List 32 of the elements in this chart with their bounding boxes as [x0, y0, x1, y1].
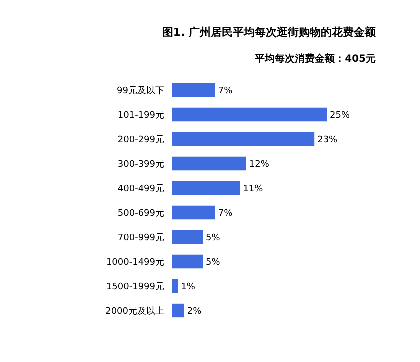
bar: [172, 181, 240, 196]
y-tick-label: 400-499元: [118, 183, 164, 194]
data-label: 7%: [218, 86, 234, 96]
data-label: 5%: [206, 233, 221, 244]
data-label: 11%: [243, 184, 264, 194]
y-tick-label: 99元及以下: [117, 85, 164, 96]
y-tick-label: 1500-1999元: [106, 281, 164, 292]
chart-title: 图1. 广州居民平均每次逛街购物的花费金额: [162, 26, 377, 39]
bar: [172, 108, 327, 122]
bar: [172, 156, 246, 171]
chart-subtitle: 平均每次消费金额：405元: [254, 53, 376, 65]
data-label: 7%: [218, 208, 234, 219]
bar: [172, 230, 203, 244]
y-tick-label: 2000元及以上: [106, 306, 164, 317]
data-label: 25%: [330, 110, 350, 121]
y-tick-label: 700-999元: [118, 232, 164, 244]
data-label: 12%: [249, 160, 270, 170]
data-label: 5%: [206, 258, 221, 268]
bar: [172, 304, 184, 318]
bar: [172, 132, 315, 146]
y-tick-label: 200-299元: [118, 134, 164, 146]
bar: [172, 206, 216, 220]
bar: [172, 279, 178, 294]
bar: [172, 254, 203, 269]
data-label: 1%: [181, 282, 196, 292]
y-tick-label: 300-399元: [118, 158, 164, 170]
y-tick-label: 1000-1499元: [106, 256, 164, 268]
y-tick-label: 101-199元: [118, 110, 164, 121]
data-label: 23%: [318, 135, 338, 146]
data-label: 2%: [187, 306, 202, 317]
bar: [172, 83, 216, 98]
y-tick-label: 500-699元: [118, 208, 164, 219]
